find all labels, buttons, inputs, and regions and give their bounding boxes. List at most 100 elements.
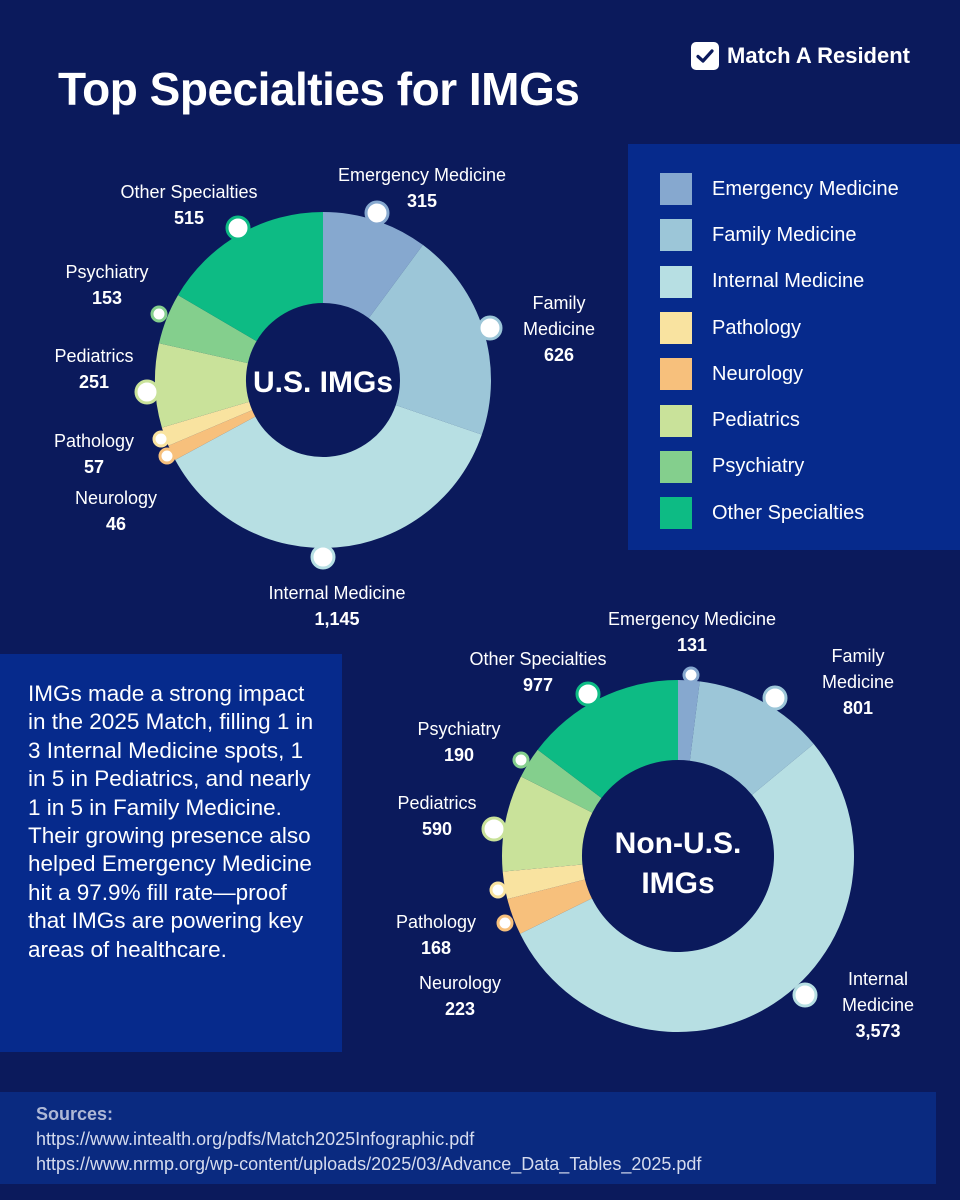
donut-slice [502, 864, 585, 900]
data-label-category: Psychiatry [417, 719, 500, 739]
donut-slice [689, 681, 814, 795]
legend-item: Emergency Medicine [660, 166, 960, 212]
donut-non-us-imgs: Non-U.S. IMGs Emergency Medicine 131 Family M… [396, 609, 914, 1041]
data-label-value: 46 [106, 514, 126, 534]
label-marker-dot [477, 315, 503, 341]
data-label-value: 190 [444, 745, 474, 765]
legend-swatch [660, 312, 692, 345]
donut-slice [175, 405, 482, 548]
label-marker-dot [496, 914, 514, 932]
source-link[interactable]: https://www.nrmp.org/wp-content/uploads/… [36, 1154, 702, 1174]
donut-slice [537, 680, 678, 799]
donut-slice [507, 879, 592, 934]
legend-label: Psychiatry [712, 455, 805, 478]
data-label-category: Other Specialties [120, 182, 257, 202]
legend-item: Pathology [660, 305, 960, 351]
label-marker-dot [364, 200, 390, 226]
source-link[interactable]: https://www.intealth.org/pdfs/Match2025I… [36, 1129, 475, 1149]
legend-item: Neurology [660, 351, 960, 397]
data-label-value: 315 [407, 191, 437, 211]
donut-slice [502, 776, 593, 872]
legend-swatch [660, 173, 692, 206]
donut-slice [159, 295, 257, 364]
data-label-category: Pediatrics [54, 346, 133, 366]
data-label-value: 131 [677, 635, 707, 655]
data-label-category: Other Specialties [469, 649, 606, 669]
data-label-category: Pathology [396, 912, 476, 932]
label-marker-dot [150, 305, 168, 323]
legend-swatch [660, 265, 692, 298]
data-label-category: Family [533, 293, 586, 313]
data-label-category: Internal Medicine [268, 583, 405, 603]
brand-logo[interactable]: Match A Resident [691, 42, 910, 70]
legend-swatch [660, 404, 692, 437]
legend-item: Psychiatry [660, 444, 960, 490]
legend-label: Pediatrics [712, 409, 800, 432]
label-marker-dot [512, 751, 530, 769]
donut-slice [520, 743, 855, 1033]
legend-swatch [660, 358, 692, 391]
label-marker-dot [310, 544, 336, 570]
summary-text: IMGs made a strong impact in the 2025 Ma… [28, 681, 314, 962]
data-label-category: Emergency Medicine [608, 609, 776, 629]
label-marker-dot [158, 447, 176, 465]
data-label-value: 590 [422, 819, 452, 839]
sources-title: Sources: [36, 1104, 114, 1124]
donut-slice [323, 212, 423, 319]
data-label-category: Pediatrics [397, 793, 476, 813]
data-label-category: Pathology [54, 431, 134, 451]
legend-label: Neurology [712, 362, 804, 385]
data-label-value: 515 [174, 208, 204, 228]
data-label-category: Internal [848, 969, 908, 989]
legend-label: Family Medicine [712, 223, 857, 246]
data-label-category: Medicine [842, 995, 914, 1015]
legend-label: Other Specialties [712, 501, 865, 524]
label-marker-dot [792, 982, 818, 1008]
data-label-value: 1,145 [314, 609, 359, 629]
donut-slice [161, 401, 253, 446]
data-label-value: 57 [84, 457, 104, 477]
data-label-value: 251 [79, 372, 109, 392]
donut-slice [168, 410, 256, 460]
data-label-value: 977 [523, 675, 553, 695]
data-label-category: Medicine [822, 672, 894, 692]
data-label-category: Family [832, 646, 885, 666]
chart-center-title: U.S. IMGs [253, 366, 393, 399]
label-marker-dot [134, 379, 160, 405]
check-icon [691, 42, 720, 70]
data-label-category: Emergency Medicine [338, 165, 506, 185]
donut-us-imgs: U.S. IMGs Emergency Medicine 315 Family Medi… [54, 165, 595, 629]
legend-label: Emergency Medicine [712, 177, 899, 200]
legend-label: Pathology [712, 316, 801, 339]
data-label-value: 223 [445, 999, 475, 1019]
chart-legend: Emergency Medicine Family Medicine Inter… [628, 144, 960, 550]
chart-center-title: Non-U.S. [615, 827, 742, 860]
donut-slice [155, 343, 250, 428]
donut-slice [520, 749, 602, 813]
data-label-category: Medicine [523, 319, 595, 339]
donut-slice [368, 244, 491, 435]
donut-slice [178, 212, 323, 342]
label-marker-dot [152, 430, 170, 448]
summary-panel: IMGs made a strong impact in the 2025 Ma… [0, 654, 342, 1052]
data-label-category: Psychiatry [65, 262, 148, 282]
data-label-value: 168 [421, 938, 451, 958]
legend-item: Family Medicine [660, 212, 960, 258]
label-marker-dot [762, 685, 788, 711]
legend-item: Other Specialties [660, 490, 960, 536]
data-label-category: Neurology [419, 973, 501, 993]
legend-item: Internal Medicine [660, 259, 960, 305]
data-label-value: 801 [843, 698, 873, 718]
legend-swatch [660, 497, 692, 530]
data-label-category: Neurology [75, 488, 157, 508]
donut-slice [678, 680, 700, 761]
legend-swatch [660, 219, 692, 252]
legend-item: Pediatrics [660, 397, 960, 443]
chart-center-title: IMGs [641, 867, 714, 900]
label-marker-dot [682, 666, 700, 684]
data-label-value: 3,573 [855, 1021, 900, 1041]
sources-panel: Sources: https://www.intealth.org/pdfs/M… [0, 1092, 936, 1184]
label-marker-dot [489, 881, 507, 899]
data-label-value: 153 [92, 288, 122, 308]
